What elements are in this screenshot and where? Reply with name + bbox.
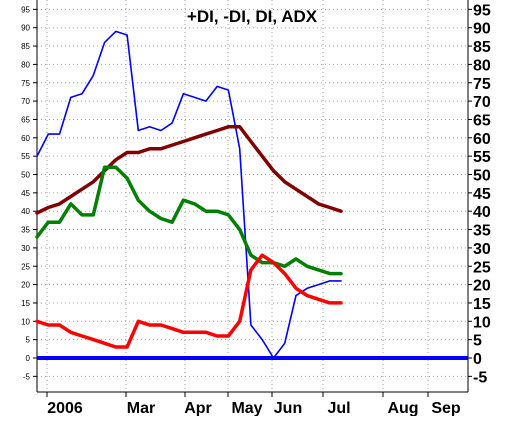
right-tick-label: 10: [473, 314, 491, 331]
left-tick-label: 35: [21, 226, 30, 235]
right-tick-label: 65: [473, 112, 491, 129]
x-tick-label: Jun: [274, 400, 302, 416]
x-tick-label: Sep: [431, 400, 461, 416]
left-tick-label: 10: [21, 317, 30, 326]
di-line: [36, 30, 342, 359]
right-tick-label: 40: [473, 204, 491, 221]
chart-title: +DI, -DI, DI, ADX: [187, 7, 318, 26]
left-tick-label: 5: [26, 336, 31, 345]
left-tick-label: 0: [26, 354, 31, 363]
left-tick-label: 80: [21, 60, 30, 69]
left-tick-label: 15: [21, 299, 30, 308]
left-tick-label: 95: [21, 5, 30, 14]
x-tick-label: Jul: [327, 400, 350, 416]
series-layer: [35, 30, 343, 359]
x-tick-label: Aug: [387, 400, 418, 416]
right-tick-label: 20: [473, 278, 491, 295]
right-tick-label: 15: [473, 296, 491, 313]
left-tick-label: 25: [21, 262, 30, 271]
x-tick-label: May: [231, 400, 262, 416]
right-tick-label: 30: [473, 241, 491, 258]
right-tick-label: 0: [473, 351, 482, 368]
plus-di-line: [35, 165, 343, 276]
left-tick-label: 50: [21, 171, 30, 180]
left-tick-label: 40: [21, 207, 30, 216]
left-tick-label: 30: [21, 244, 30, 253]
left-tick-label: 85: [21, 42, 30, 51]
grid: [37, 0, 468, 392]
right-tick-label: 85: [473, 39, 491, 56]
right-tick-label: 25: [473, 259, 491, 276]
right-tick-label: -5: [473, 369, 487, 386]
left-tick-label: -5: [23, 372, 31, 381]
right-tick-label: 35: [473, 223, 491, 240]
left-tick-label: 65: [21, 115, 30, 124]
minus-di-line: [35, 253, 343, 349]
left-tick-label: 75: [21, 79, 30, 88]
right-tick-label: 60: [473, 131, 491, 148]
right-tick-label: 95: [473, 2, 491, 19]
right-tick-label: 80: [473, 57, 491, 74]
left-tick-label: 60: [21, 134, 30, 143]
left-tick-label: 55: [21, 152, 30, 161]
left-tick-label: 90: [21, 24, 30, 33]
right-tick-label: 90: [473, 21, 491, 38]
right-tick-label: 75: [473, 76, 491, 93]
left-tick-label: 45: [21, 189, 30, 198]
x-tick-label: 2006: [47, 400, 83, 416]
left-tick-label: 70: [21, 97, 30, 106]
adx-line: [35, 125, 343, 215]
right-tick-label: 45: [473, 186, 491, 203]
left-tick-label: 20: [21, 281, 30, 290]
right-tick-label: 5: [473, 333, 482, 350]
x-axis: 2006 Mar Apr May Jun Jul Aug Sep: [46, 392, 461, 417]
right-tick-label: 70: [473, 94, 491, 111]
right-tick-label: 55: [473, 149, 491, 166]
x-tick-label: Apr: [184, 400, 212, 416]
x-tick-label: Mar: [127, 400, 155, 416]
right-tick-label: 50: [473, 168, 491, 185]
